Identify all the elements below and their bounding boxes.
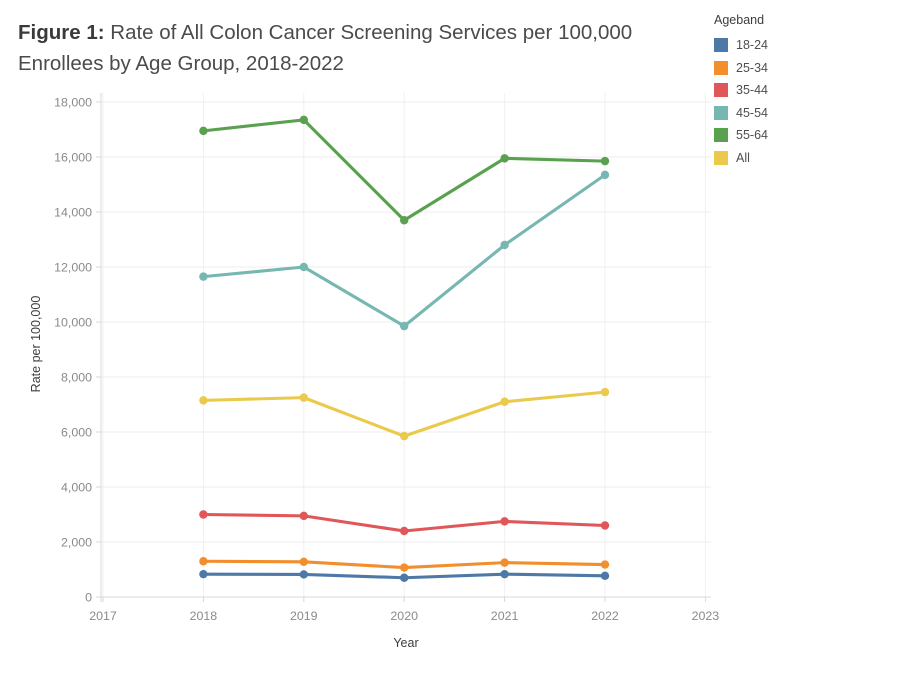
legend-swatch-icon [714,150,728,165]
data-point-All-2020[interactable] [400,431,409,441]
legend-item-45-54[interactable]: 45-54 [714,102,768,125]
data-point-18-24-2021[interactable] [500,569,509,579]
legend-label: 18-24 [736,38,768,53]
data-point-18-24-2018[interactable] [199,569,208,579]
figure-number: Figure 1: [18,21,105,44]
y-tick-label: 14,000 [55,205,92,219]
y-tick-label: 4,000 [61,480,92,494]
legend-label: 45-54 [736,105,768,120]
data-point-55-64-2019[interactable] [299,115,308,125]
legend-label: All [736,150,750,165]
data-point-55-64-2021[interactable] [500,154,509,163]
y-tick-label: 10,000 [55,315,92,329]
y-tick-label: 2,000 [61,535,92,549]
data-point-55-64-2020[interactable] [400,216,409,225]
legend-item-35-44[interactable]: 35-44 [714,79,768,102]
legend-items: 18-24 25-34 35-44 45-54 55-64 All [714,34,768,169]
data-point-45-54-2022[interactable] [600,170,610,180]
legend-label: 55-64 [736,128,768,143]
legend: Ageband 18-24 25-34 35-44 45-54 55-64 All [714,13,768,169]
legend-item-18-24[interactable]: 18-24 [714,34,768,57]
y-tick-label: 12,000 [55,260,92,274]
data-point-35-44-2020[interactable] [400,526,409,536]
x-axis-title: Year [393,636,419,650]
x-tick-label: 2021 [491,609,519,623]
y-tick-label: 8,000 [61,370,92,384]
y-tick-label: 0 [85,590,92,604]
data-point-All-2019[interactable] [299,393,308,402]
data-point-45-54-2021[interactable] [500,240,509,250]
data-point-45-54-2020[interactable] [400,321,409,331]
data-point-25-34-2020[interactable] [400,563,409,572]
data-point-All-2022[interactable] [600,387,610,397]
x-tick-label: 2023 [692,609,720,623]
x-tick-label: 2019 [290,609,318,623]
figure-title-text: Rate of All Colon Cancer Screening Servi… [18,21,633,75]
legend-swatch-icon [714,128,728,143]
data-point-25-34-2021[interactable] [500,558,509,567]
legend-item-25-34[interactable]: 25-34 [714,57,768,80]
x-tick-label: 2018 [190,609,218,623]
data-point-45-54-2019[interactable] [299,262,308,272]
data-point-All-2021[interactable] [500,397,509,406]
data-point-25-34-2018[interactable] [199,557,208,566]
x-tick-label: 2020 [390,609,418,623]
legend-swatch-icon [714,60,728,75]
legend-label: 35-44 [736,83,768,98]
data-point-18-24-2022[interactable] [600,571,610,581]
y-axis-title: Rate per 100,000 [29,295,43,393]
data-point-55-64-2022[interactable] [600,156,610,166]
x-tick-label: 2022 [591,609,619,623]
data-point-55-64-2018[interactable] [199,126,208,136]
legend-title: Ageband [714,13,765,27]
legend-swatch-icon [714,83,728,98]
y-tick-label: 6,000 [61,425,92,439]
legend-swatch-icon [714,105,728,120]
data-point-18-24-2019[interactable] [299,570,308,579]
data-point-35-44-2022[interactable] [600,521,610,530]
data-point-All-2018[interactable] [199,396,208,405]
data-point-35-44-2018[interactable] [199,510,208,519]
data-point-25-34-2022[interactable] [600,560,610,569]
x-tick-label: 2017 [89,609,117,623]
legend-label: 25-34 [736,60,768,75]
data-point-18-24-2020[interactable] [400,573,409,582]
data-point-35-44-2021[interactable] [500,517,509,526]
data-point-35-44-2019[interactable] [299,511,308,521]
data-point-45-54-2018[interactable] [199,272,208,281]
data-point-25-34-2019[interactable] [299,557,308,566]
legend-swatch-icon [714,38,728,53]
plot-svg[interactable]: 2017 2018 2019 2020 2021 2022 2023 0 2,000 4,000 6… [55,80,725,640]
y-tick-label: 18,000 [55,95,92,109]
legend-item-All[interactable]: All [714,147,768,170]
legend-item-55-64[interactable]: 55-64 [714,124,768,147]
y-tick-label: 16,000 [55,150,92,164]
figure-title: Figure 1: Rate of All Colon Cancer Scree… [18,18,670,79]
